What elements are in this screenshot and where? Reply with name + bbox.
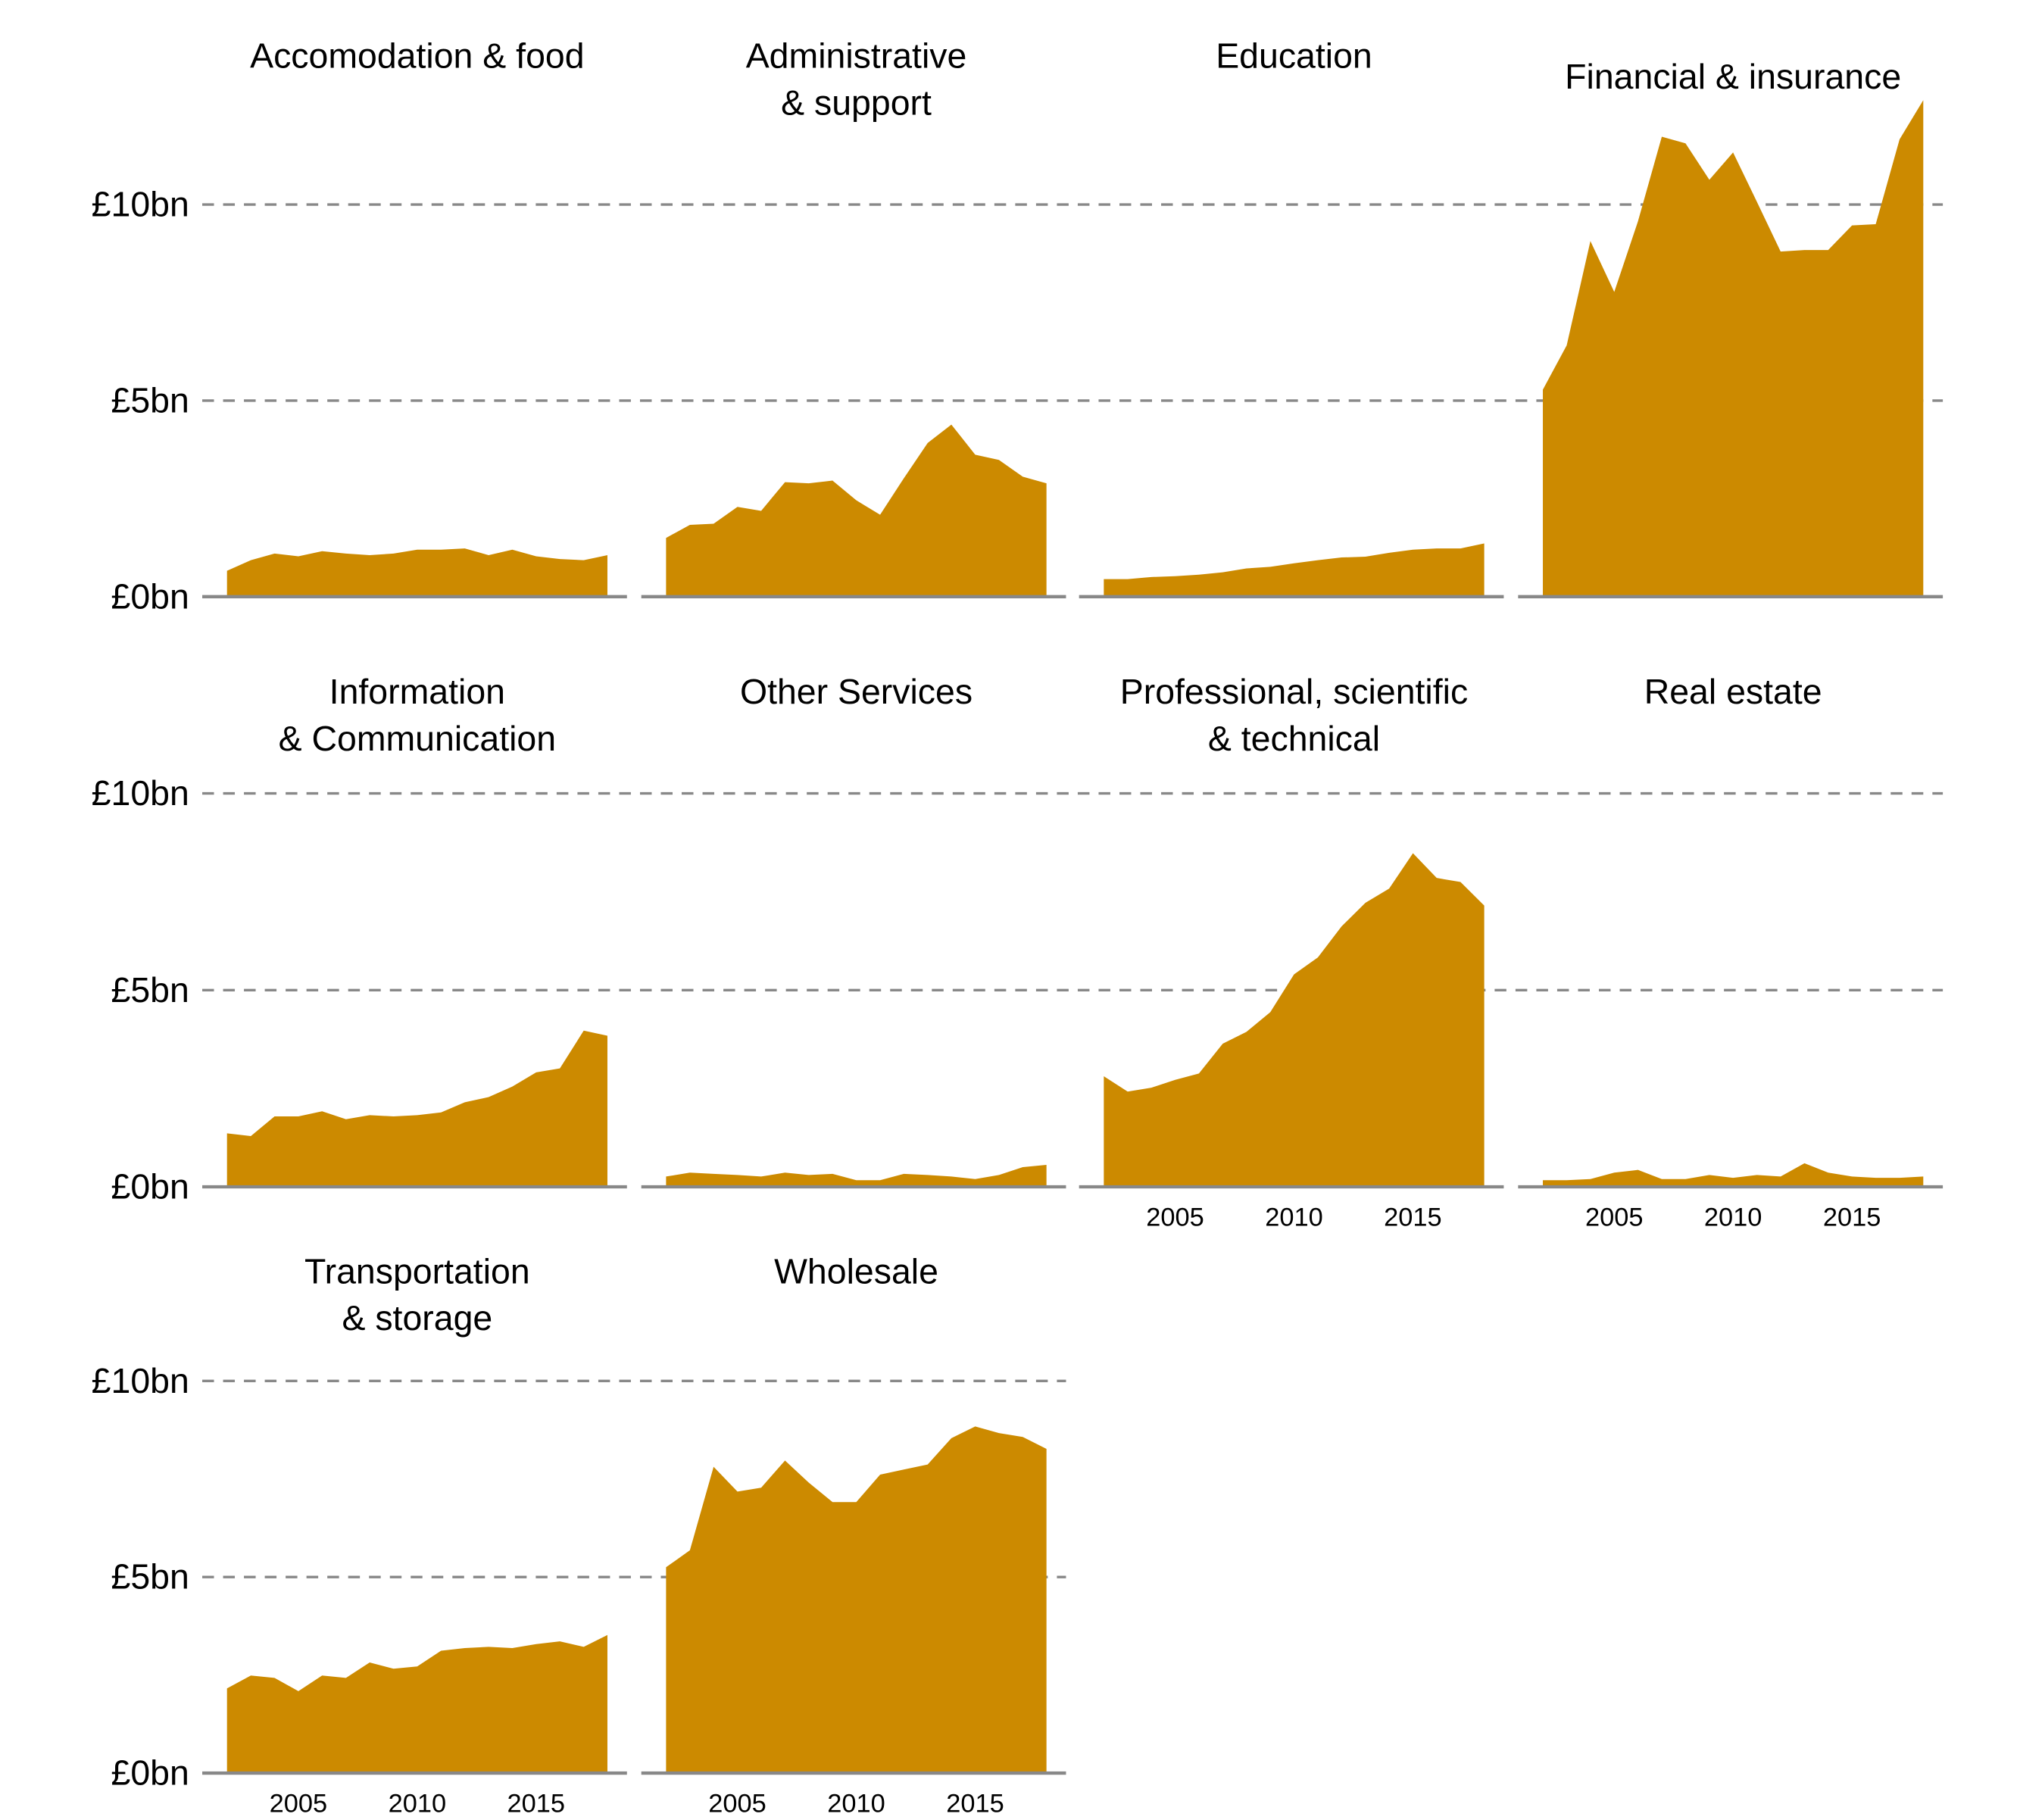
panel: Wholesale 2005 2010 2015 [641, 1251, 1066, 1818]
panel-title: Education [1216, 36, 1372, 75]
panel-title: & Communication [279, 719, 557, 758]
panel-title: Professional, scientific [1120, 672, 1468, 711]
panel: Education [1079, 36, 1504, 598]
area-series [1104, 543, 1485, 597]
area-series [226, 1634, 607, 1774]
panel-title: & support [781, 83, 932, 122]
panel-title: Administrative [746, 36, 967, 75]
panel-title: Information [329, 672, 505, 711]
area-series [226, 548, 607, 597]
area-series [1543, 100, 1924, 597]
x-tick-label: 2005 [270, 1790, 328, 1818]
x-tick-label: 2005 [1146, 1203, 1204, 1232]
panel: Professional, scientific & technical 2005 2… [1079, 672, 1504, 1232]
panel: Other Services [641, 672, 1066, 1189]
area-series [1543, 1163, 1924, 1188]
area-series [226, 1030, 607, 1188]
x-tick-label: 2010 [827, 1790, 885, 1818]
area-series [666, 1426, 1047, 1774]
x-tick-label: 2015 [1384, 1203, 1442, 1232]
panel-title: Wholesale [774, 1251, 938, 1291]
panel: Accomodation & food [202, 36, 627, 598]
x-tick-label: 2005 [1585, 1203, 1644, 1232]
y-tick-label: £10bn [92, 1361, 189, 1400]
y-tick-label: £10bn [92, 773, 189, 813]
panel-title: & technical [1208, 719, 1380, 758]
panel: Financial & insurance [1518, 57, 1944, 598]
y-tick-label: £0bn [111, 1167, 189, 1207]
panel-title: & storage [342, 1298, 492, 1338]
area-series [666, 424, 1047, 597]
panel: Transportation & storage 2005 2010 2015 [202, 1251, 627, 1818]
panel-title: Other Services [740, 672, 973, 711]
panel: Administrative & support [641, 36, 1066, 598]
x-tick-label: 2015 [946, 1790, 1004, 1818]
x-tick-label: 2010 [1704, 1203, 1762, 1232]
y-tick-label: £5bn [111, 970, 189, 1010]
x-tick-label: 2010 [389, 1790, 447, 1818]
y-tick-label: £10bn [92, 185, 189, 224]
y-tick-label: £0bn [111, 1753, 189, 1793]
panel-title: Real estate [1644, 672, 1822, 711]
panel-title: Financial & insurance [1565, 57, 1901, 96]
panel: Real estate 2005 2010 2015 [1518, 672, 1944, 1232]
y-tick-label: £0bn [111, 576, 189, 616]
area-series [1104, 853, 1485, 1188]
x-tick-label: 2005 [708, 1790, 766, 1818]
x-tick-label: 2010 [1265, 1203, 1323, 1232]
panel: Information & Communication [202, 672, 627, 1189]
panel-title: Accomodation & food [250, 36, 584, 75]
x-tick-label: 2015 [507, 1790, 566, 1818]
y-tick-label: £5bn [111, 1557, 189, 1597]
panel-title: Transportation [304, 1251, 530, 1291]
area-series [666, 1164, 1047, 1188]
y-tick-label: £5bn [111, 380, 189, 420]
x-tick-label: 2015 [1823, 1203, 1881, 1232]
